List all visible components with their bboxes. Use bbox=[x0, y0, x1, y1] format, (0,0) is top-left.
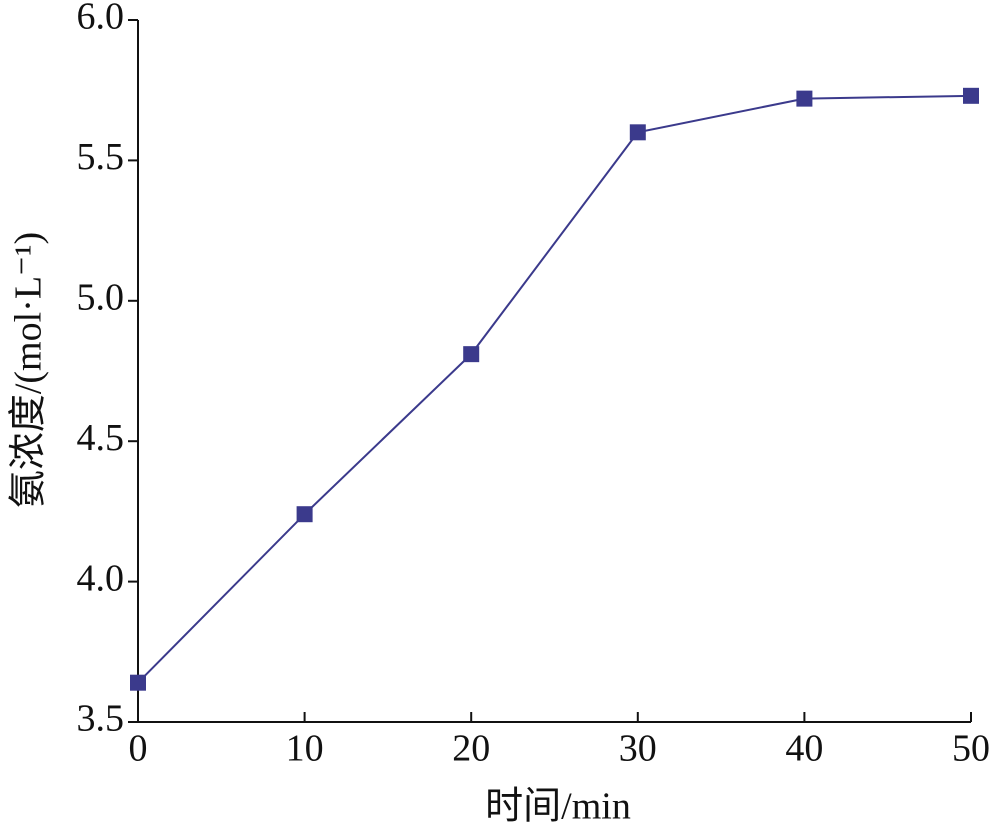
x-tick-label: 10 bbox=[286, 728, 324, 770]
x-tick-label: 30 bbox=[619, 728, 657, 770]
point-marker bbox=[130, 674, 146, 691]
y-tick-label: 3.5 bbox=[77, 698, 125, 740]
x-tick-label: 50 bbox=[952, 728, 990, 770]
point-marker bbox=[463, 346, 480, 363]
x-tick-label: 40 bbox=[785, 728, 823, 770]
point-marker bbox=[796, 90, 813, 107]
y-tick-label: 5.0 bbox=[77, 277, 125, 319]
y-tick-label: 5.5 bbox=[77, 136, 125, 178]
point-marker bbox=[629, 124, 646, 141]
y-axis-label: 氨浓度/(mol·L⁻¹) bbox=[8, 232, 50, 508]
series-line bbox=[137, 94, 972, 684]
y-tick-label: 4.5 bbox=[77, 417, 125, 459]
y-tick-label: 6.0 bbox=[77, 0, 125, 38]
x-tick-label: 20 bbox=[452, 728, 490, 770]
y-tick-label: 4.0 bbox=[77, 557, 125, 599]
x-axis-label: 时间/min bbox=[485, 786, 631, 828]
point-marker bbox=[963, 87, 979, 104]
x-tick-label: 0 bbox=[129, 728, 148, 770]
point-marker bbox=[296, 506, 313, 523]
